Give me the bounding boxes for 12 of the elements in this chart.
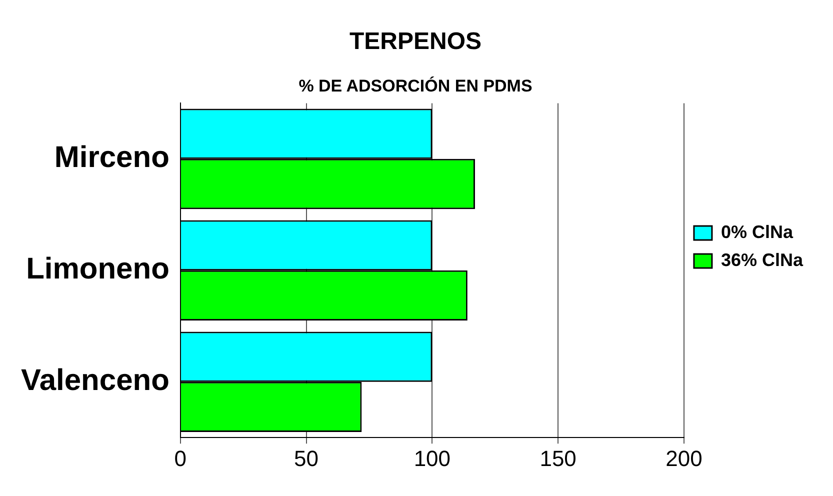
legend-label: 36% ClNa	[720, 250, 804, 270]
x-tick-label: 0	[174, 446, 187, 471]
x-tick-label: 100	[414, 446, 451, 471]
x-tick-label: 150	[540, 446, 576, 471]
chart-subtitle: % DE ADSORCIÓN EN PDMS	[298, 76, 532, 96]
y-tick-label: Valenceno	[20, 364, 170, 398]
x-tick-label: 200	[666, 446, 702, 471]
y-tick-label: Mirceno	[54, 141, 170, 174]
chart-title: TERPENOS	[349, 28, 482, 56]
y-tick-label: Limoneno	[26, 252, 170, 286]
x-tick-label: 50	[294, 446, 319, 471]
legend-label: 0% ClNa	[720, 222, 794, 242]
